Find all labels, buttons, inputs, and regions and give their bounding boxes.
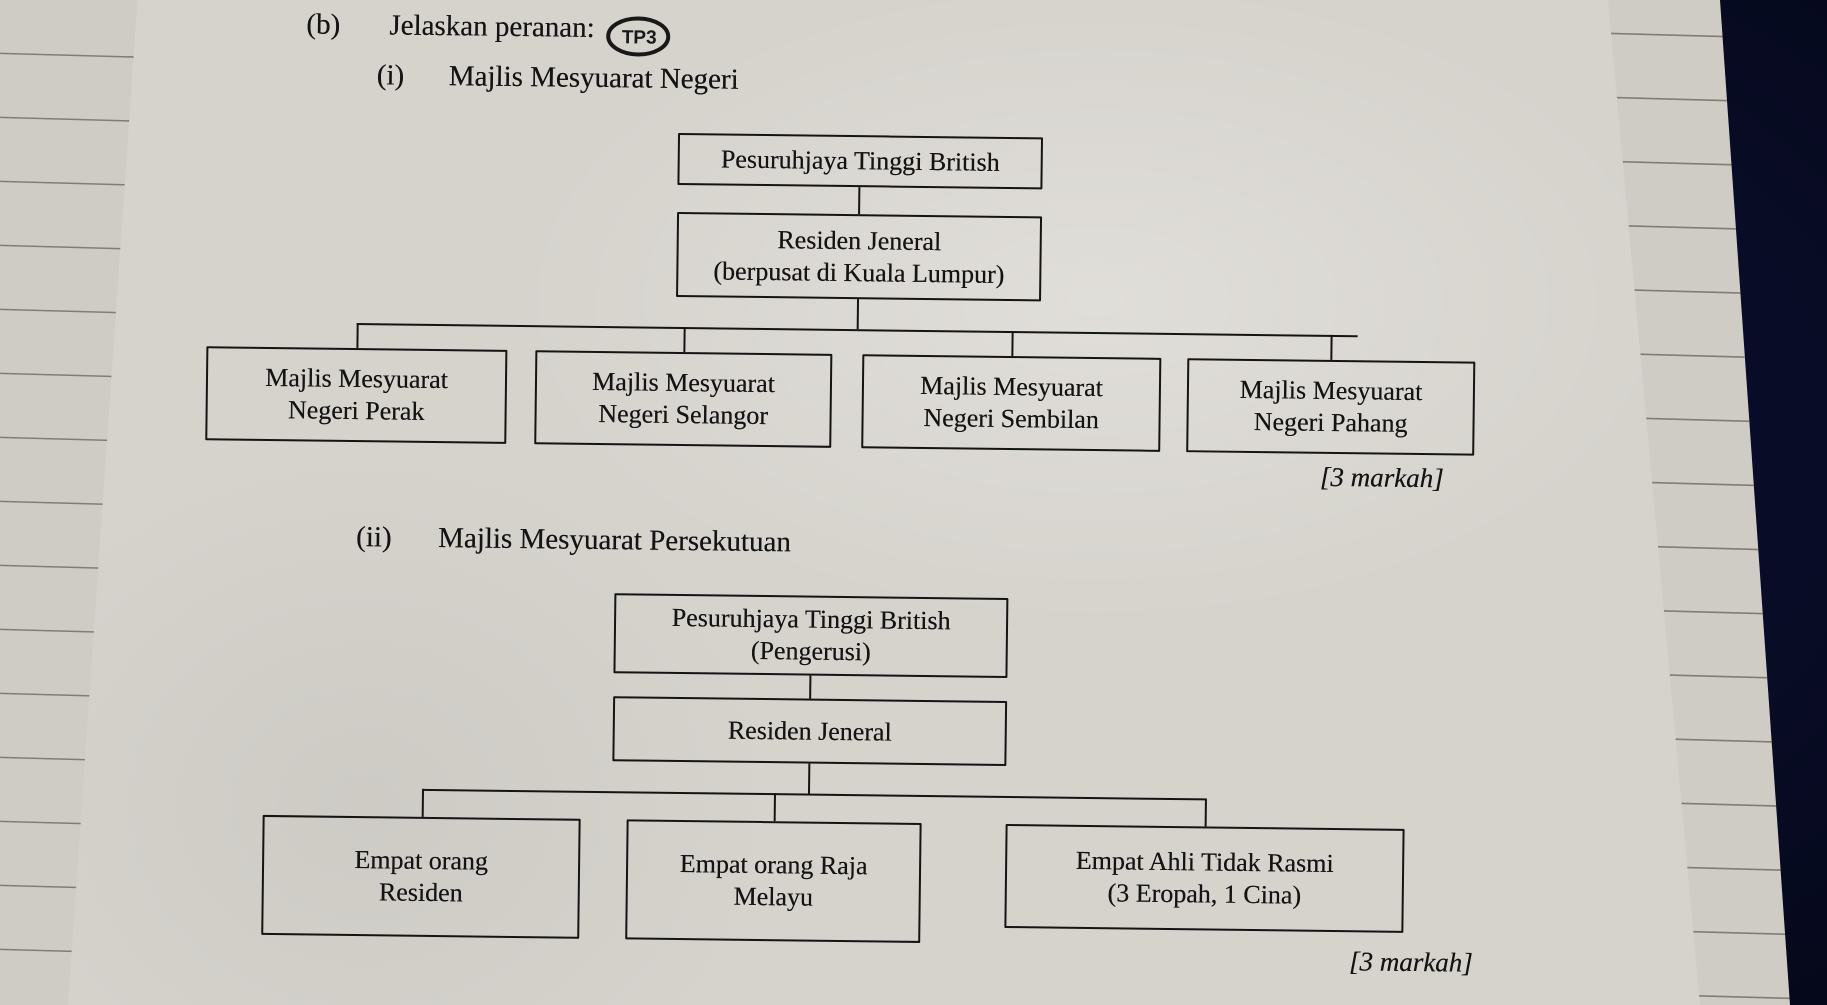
svg-text:TP3: TP3 — [622, 27, 657, 48]
